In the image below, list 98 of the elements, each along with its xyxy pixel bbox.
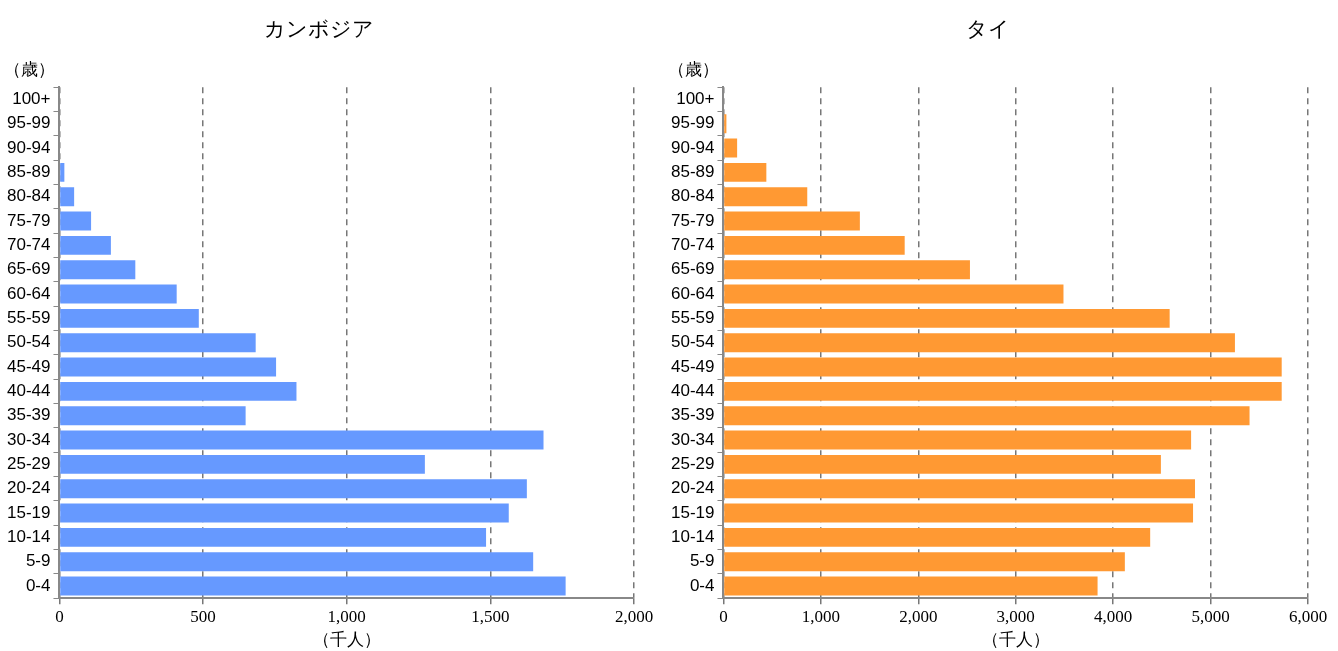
y-tick-label: 25-29 [7,454,51,474]
y-tick-label: 75-79 [671,210,715,230]
y-tick-label: 35-39 [7,405,51,425]
x-tick-label: 1,000 [801,606,841,626]
y-tick-label: 95-99 [7,113,51,133]
x-tick-label: 2,000 [899,606,938,626]
y-tick-label: 55-59 [671,308,715,328]
bar [60,527,487,547]
chart-title: タイ [966,17,1010,41]
y-tick-label: 80-84 [7,186,51,206]
y-tick-label: 40-44 [671,381,715,401]
y-axis-title: （歳） [4,60,55,80]
x-tick-label: 4,000 [1094,606,1133,626]
bar [724,454,1161,474]
bar [60,260,136,280]
y-tick-label: 65-69 [671,259,715,279]
bar [724,527,1151,547]
bar [60,552,534,572]
bar [724,552,1125,572]
bar [60,211,92,231]
bar [60,576,566,596]
bar [724,260,970,280]
y-tick-label: 45-49 [7,356,51,376]
y-tick-label: 60-64 [671,283,715,303]
bar [724,430,1192,450]
bar [60,406,246,426]
bar [60,235,111,255]
bar [60,357,277,377]
y-tick-label: 95-99 [671,113,715,133]
y-tick-label: 50-54 [7,332,51,352]
y-tick-label: 85-89 [671,162,715,182]
y-tick-label: 55-59 [7,308,51,328]
bar [724,381,1282,401]
x-tick-label: 2,000 [614,606,654,626]
y-tick-label: 35-39 [671,405,715,425]
y-tick-label: 45-49 [671,356,715,376]
y-tick-label: 75-79 [7,210,51,230]
bar [724,308,1170,328]
y-tick-label: 65-69 [7,259,51,279]
bar [724,503,1194,523]
bar [60,162,65,182]
x-tick-label: 1,000 [327,606,366,626]
bar [724,333,1235,353]
x-tick-label: 0 [719,606,728,626]
bar [724,576,1098,596]
bar [724,406,1250,426]
y-tick-label: 0-4 [689,575,715,595]
x-tick-label: 5,000 [1191,606,1230,626]
y-tick-label: 15-19 [671,502,715,522]
bar [60,284,177,304]
bar [724,114,727,134]
x-axis-title: （千人） [981,630,1050,650]
y-tick-label: 20-24 [7,478,51,498]
y-tick-label: 15-19 [7,502,51,522]
bar [60,308,199,328]
y-tick-label: 70-74 [7,235,51,255]
x-axis-title: （千人） [312,630,381,650]
bar [60,333,256,353]
x-tick-label: 3,000 [996,606,1035,626]
bar [60,430,544,450]
bar [60,454,425,474]
y-tick-label: 70-74 [671,235,715,255]
bar [724,211,860,231]
y-tick-label: 50-54 [671,332,715,352]
y-tick-label: 100+ [12,89,51,109]
x-tick-label: 500 [190,606,216,626]
y-tick-label: 40-44 [7,381,51,401]
bar [60,381,297,401]
y-axis-title: （歳） [668,60,719,80]
y-tick-label: 10-14 [7,527,51,547]
bar [724,162,767,182]
y-tick-label: 60-64 [7,283,51,303]
bar [724,479,1195,499]
y-tick-label: 80-84 [671,186,715,206]
x-tick-label: 1,500 [471,606,510,626]
y-tick-label: 90-94 [671,137,715,157]
y-tick-label: 90-94 [7,137,51,157]
y-tick-label: 0-4 [25,575,51,595]
bar [60,479,527,499]
y-tick-label: 5-9 [689,551,715,571]
y-tick-label: 25-29 [671,454,715,474]
bar [724,138,738,158]
y-tick-label: 5-9 [25,551,51,571]
chart-title: カンボジア [264,17,374,41]
y-tick-label: 10-14 [671,527,715,547]
bar [724,284,1064,304]
y-tick-label: 30-34 [671,429,715,449]
y-tick-label: 100+ [676,89,715,109]
bar [60,187,75,207]
bar [724,357,1282,377]
y-tick-label: 85-89 [7,162,51,182]
bar [60,503,509,523]
bar [724,235,905,255]
x-tick-label: 0 [55,606,64,626]
x-tick-label: 6,000 [1288,606,1328,626]
y-tick-label: 30-34 [7,429,51,449]
y-tick-label: 20-24 [671,478,715,498]
bar [724,187,808,207]
